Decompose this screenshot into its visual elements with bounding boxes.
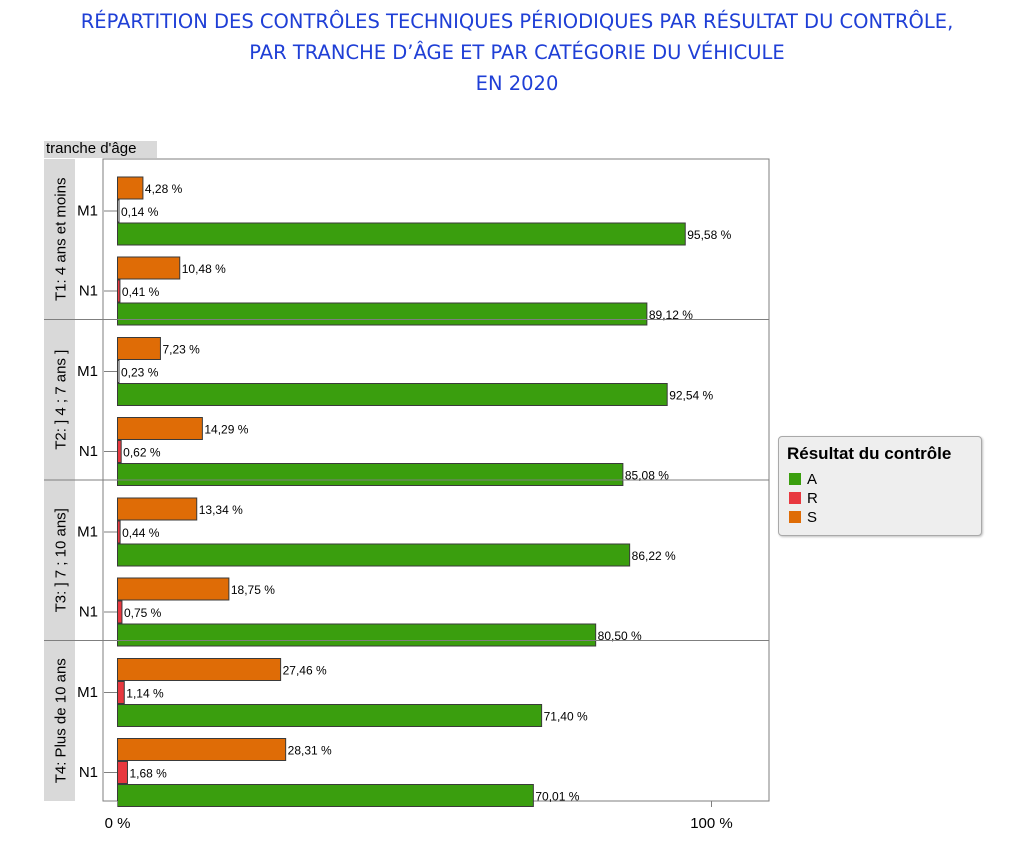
bar-a: [117, 784, 534, 807]
bar-r: [117, 520, 121, 544]
x-tick-label: 100 %: [690, 815, 733, 832]
bar-s: [117, 176, 144, 200]
group-label: T1: 4 ans et moins: [53, 178, 70, 301]
data-label-s: 7,23 %: [162, 343, 200, 357]
bar-s: [117, 417, 203, 440]
group-label: T3: ] 7 ; 10 ans]: [53, 508, 70, 612]
bar-a: [117, 623, 597, 647]
chart-title-line-2: PAR TRANCHE D’ÂGE ET PAR CATÉGORIE DU VÉ…: [249, 41, 785, 64]
bar-r: [117, 681, 125, 704]
legend: Résultat du contrôle A R S: [778, 436, 982, 536]
bar-a: [117, 222, 686, 246]
data-label-s: 4,28 %: [145, 182, 183, 196]
data-label-s: 27,46 %: [283, 664, 327, 678]
chart-title-line-3: EN 2020: [475, 72, 559, 95]
data-label-r: 0,75 %: [124, 606, 162, 620]
data-label-s: 28,31 %: [288, 744, 332, 758]
legend-swatch-s: [789, 511, 801, 523]
data-label-s: 10,48 %: [182, 262, 226, 276]
data-label-r: 0,41 %: [122, 285, 160, 299]
data-label-a: 89,12 %: [649, 308, 693, 322]
bar-s: [117, 337, 161, 360]
bar-a: [117, 704, 543, 727]
category-label: N1: [79, 283, 98, 300]
category-label: N1: [79, 764, 98, 781]
data-label-r: 1,14 %: [126, 687, 164, 701]
bar-s: [117, 738, 287, 761]
bar-s: [117, 658, 282, 681]
legend-item-r: R: [789, 490, 818, 507]
legend-swatch-r: [789, 492, 801, 504]
data-label-a: 85,08 %: [625, 469, 669, 483]
data-label-r: 0,14 %: [121, 205, 159, 219]
data-label-s: 13,34 %: [199, 503, 243, 517]
bar-a: [117, 543, 631, 567]
category-label: N1: [79, 443, 98, 460]
category-label: M1: [77, 524, 98, 541]
category-label: M1: [77, 203, 98, 220]
data-label-a: 70,01 %: [535, 790, 579, 804]
data-label-s: 14,29 %: [204, 423, 248, 437]
data-label-a: 95,58 %: [687, 228, 731, 242]
bar-a: [117, 463, 624, 486]
data-label-r: 0,23 %: [121, 366, 159, 380]
legend-title: Résultat du contrôle: [787, 444, 952, 463]
legend-label-r: R: [807, 490, 818, 507]
group-label: T2: ] 4 ; 7 ans ]: [53, 350, 70, 450]
data-label-a: 86,22 %: [632, 549, 676, 563]
data-label-a: 92,54 %: [669, 389, 713, 403]
data-label-s: 18,75 %: [231, 583, 275, 597]
category-label: M1: [77, 684, 98, 701]
data-label-a: 71,40 %: [544, 710, 588, 724]
bar-r: [117, 600, 123, 624]
bar-r: [117, 761, 128, 784]
legend-label-a: A: [807, 471, 818, 488]
group-label: T4: Plus de 10 ans: [53, 658, 70, 783]
bar-r: [117, 279, 121, 303]
chart-title: RÉPARTITION DES CONTRÔLES TECHNIQUES PÉR…: [0, 6, 1034, 99]
bar-a: [117, 302, 648, 326]
legend-swatch-a: [789, 473, 801, 485]
data-label-a: 80,50 %: [598, 629, 642, 643]
bar-s: [117, 577, 230, 601]
legend-item-s: S: [789, 509, 818, 526]
category-label: M1: [77, 363, 98, 380]
category-label: N1: [79, 604, 98, 621]
group-axis-title-background: [44, 141, 157, 158]
bar-s: [117, 497, 198, 521]
legend-label-s: S: [807, 509, 818, 526]
data-label-r: 1,68 %: [129, 767, 167, 781]
data-label-r: 0,62 %: [123, 446, 161, 460]
bar-r: [117, 360, 120, 383]
group-axis-title: tranche d'âge: [46, 140, 137, 157]
bar-r: [117, 199, 120, 223]
bar-s: [117, 256, 181, 280]
data-label-r: 0,44 %: [122, 526, 160, 540]
x-tick-label: 0 %: [105, 815, 131, 832]
legend-item-a: A: [789, 471, 818, 488]
bar-a: [117, 383, 668, 406]
chart-title-line-1: RÉPARTITION DES CONTRÔLES TECHNIQUES PÉR…: [80, 10, 954, 33]
bar-r: [117, 440, 122, 463]
